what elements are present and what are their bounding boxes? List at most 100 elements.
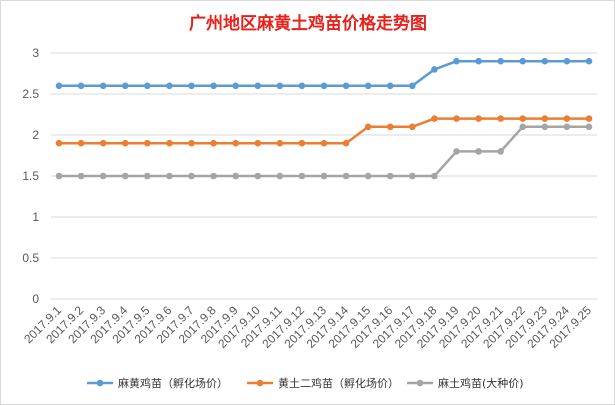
- data-point: [563, 123, 571, 131]
- data-point: [585, 115, 593, 122]
- legend: 麻黄鸡苗（孵化场价） 黄土二鸡苗（孵化场价） 麻土鸡苗(大种价): [87, 376, 524, 390]
- data-point: [320, 82, 328, 90]
- data-point: [99, 82, 107, 90]
- chart-title: 广州地区麻黄土鸡苗价格走势图: [189, 13, 427, 34]
- data-point: [77, 139, 85, 147]
- y-tick-label: 0: [32, 292, 39, 306]
- legend-label: 麻土鸡苗(大种价): [438, 376, 524, 390]
- legend-marker: [96, 379, 104, 387]
- y-tick-label: 1.5: [22, 169, 39, 183]
- data-point: [298, 172, 306, 180]
- data-point: [254, 139, 262, 147]
- data-point: [210, 172, 217, 180]
- data-point: [342, 82, 350, 90]
- data-point: [519, 123, 527, 131]
- x-axis-ticks: 2017.9.12017.9.22017.9.32017.9.42017.9.5…: [21, 303, 594, 351]
- legend-label: 黄土二鸡苗（孵化场价）: [278, 376, 399, 390]
- data-point: [519, 57, 527, 65]
- data-point: [77, 172, 85, 180]
- data-point: [121, 82, 129, 90]
- data-point: [475, 115, 482, 122]
- data-point: [497, 148, 504, 155]
- series-lines: [55, 57, 593, 180]
- series-line: [59, 117, 589, 145]
- data-point: [563, 115, 571, 122]
- data-point: [55, 139, 63, 147]
- data-point: [541, 57, 549, 65]
- data-point: [563, 57, 571, 65]
- data-point: [342, 172, 350, 180]
- y-tick-label: 2: [32, 128, 39, 142]
- data-point: [409, 123, 416, 131]
- y-tick-label: 2.5: [22, 87, 39, 101]
- data-point: [497, 57, 504, 65]
- data-point: [232, 139, 239, 147]
- data-point: [409, 172, 416, 180]
- data-point: [188, 82, 195, 90]
- legend-label: 麻黄鸡苗（孵化场价）: [118, 376, 228, 390]
- series-3: [55, 123, 593, 180]
- data-point: [541, 123, 549, 131]
- data-point: [276, 82, 284, 90]
- data-point: [55, 172, 63, 180]
- data-point: [364, 123, 372, 131]
- legend-marker: [416, 379, 424, 387]
- data-point: [431, 66, 438, 73]
- data-point: [166, 172, 173, 180]
- data-point: [519, 115, 527, 122]
- data-point: [453, 57, 460, 65]
- data-point: [144, 172, 151, 180]
- data-point: [386, 82, 394, 90]
- data-point: [232, 172, 239, 180]
- data-point: [453, 148, 460, 155]
- data-point: [232, 82, 239, 90]
- legend-item: 黄土二鸡苗（孵化场价）: [247, 376, 399, 390]
- data-point: [99, 139, 107, 147]
- data-point: [121, 172, 129, 180]
- legend-item: 麻黄鸡苗（孵化场价）: [87, 376, 228, 390]
- series-1: [55, 57, 593, 90]
- data-point: [585, 123, 593, 131]
- data-point: [386, 172, 394, 180]
- data-point: [364, 172, 372, 180]
- data-point: [144, 82, 151, 90]
- data-point: [431, 172, 438, 180]
- y-axis-ticks: 0 0.5 1 1.5 2 2.5 3: [22, 46, 39, 306]
- data-point: [166, 139, 173, 147]
- data-point: [254, 82, 262, 90]
- legend-marker: [256, 379, 264, 387]
- data-point: [497, 115, 504, 122]
- data-point: [585, 57, 593, 65]
- data-point: [342, 139, 350, 147]
- data-point: [210, 82, 217, 90]
- data-point: [453, 115, 460, 122]
- legend-item: 麻土鸡苗(大种价): [407, 376, 524, 390]
- data-point: [409, 82, 416, 90]
- data-point: [121, 139, 129, 147]
- data-point: [276, 172, 284, 180]
- data-point: [254, 172, 262, 180]
- y-tick-label: 1: [32, 210, 39, 224]
- data-point: [276, 139, 284, 147]
- data-point: [99, 172, 107, 180]
- data-point: [144, 139, 151, 147]
- data-point: [188, 139, 195, 147]
- data-point: [431, 115, 438, 122]
- y-tick-label: 3: [32, 46, 39, 60]
- data-point: [320, 172, 328, 180]
- data-point: [541, 115, 549, 122]
- series-2: [55, 115, 593, 147]
- data-point: [210, 139, 217, 147]
- y-tick-label: 0.5: [22, 251, 39, 265]
- series-line: [59, 59, 589, 88]
- data-point: [166, 82, 173, 90]
- series-line: [59, 125, 589, 178]
- data-point: [320, 139, 328, 147]
- data-point: [475, 57, 482, 65]
- data-point: [188, 172, 195, 180]
- data-point: [55, 82, 63, 90]
- data-point: [77, 82, 85, 90]
- data-point: [298, 139, 306, 147]
